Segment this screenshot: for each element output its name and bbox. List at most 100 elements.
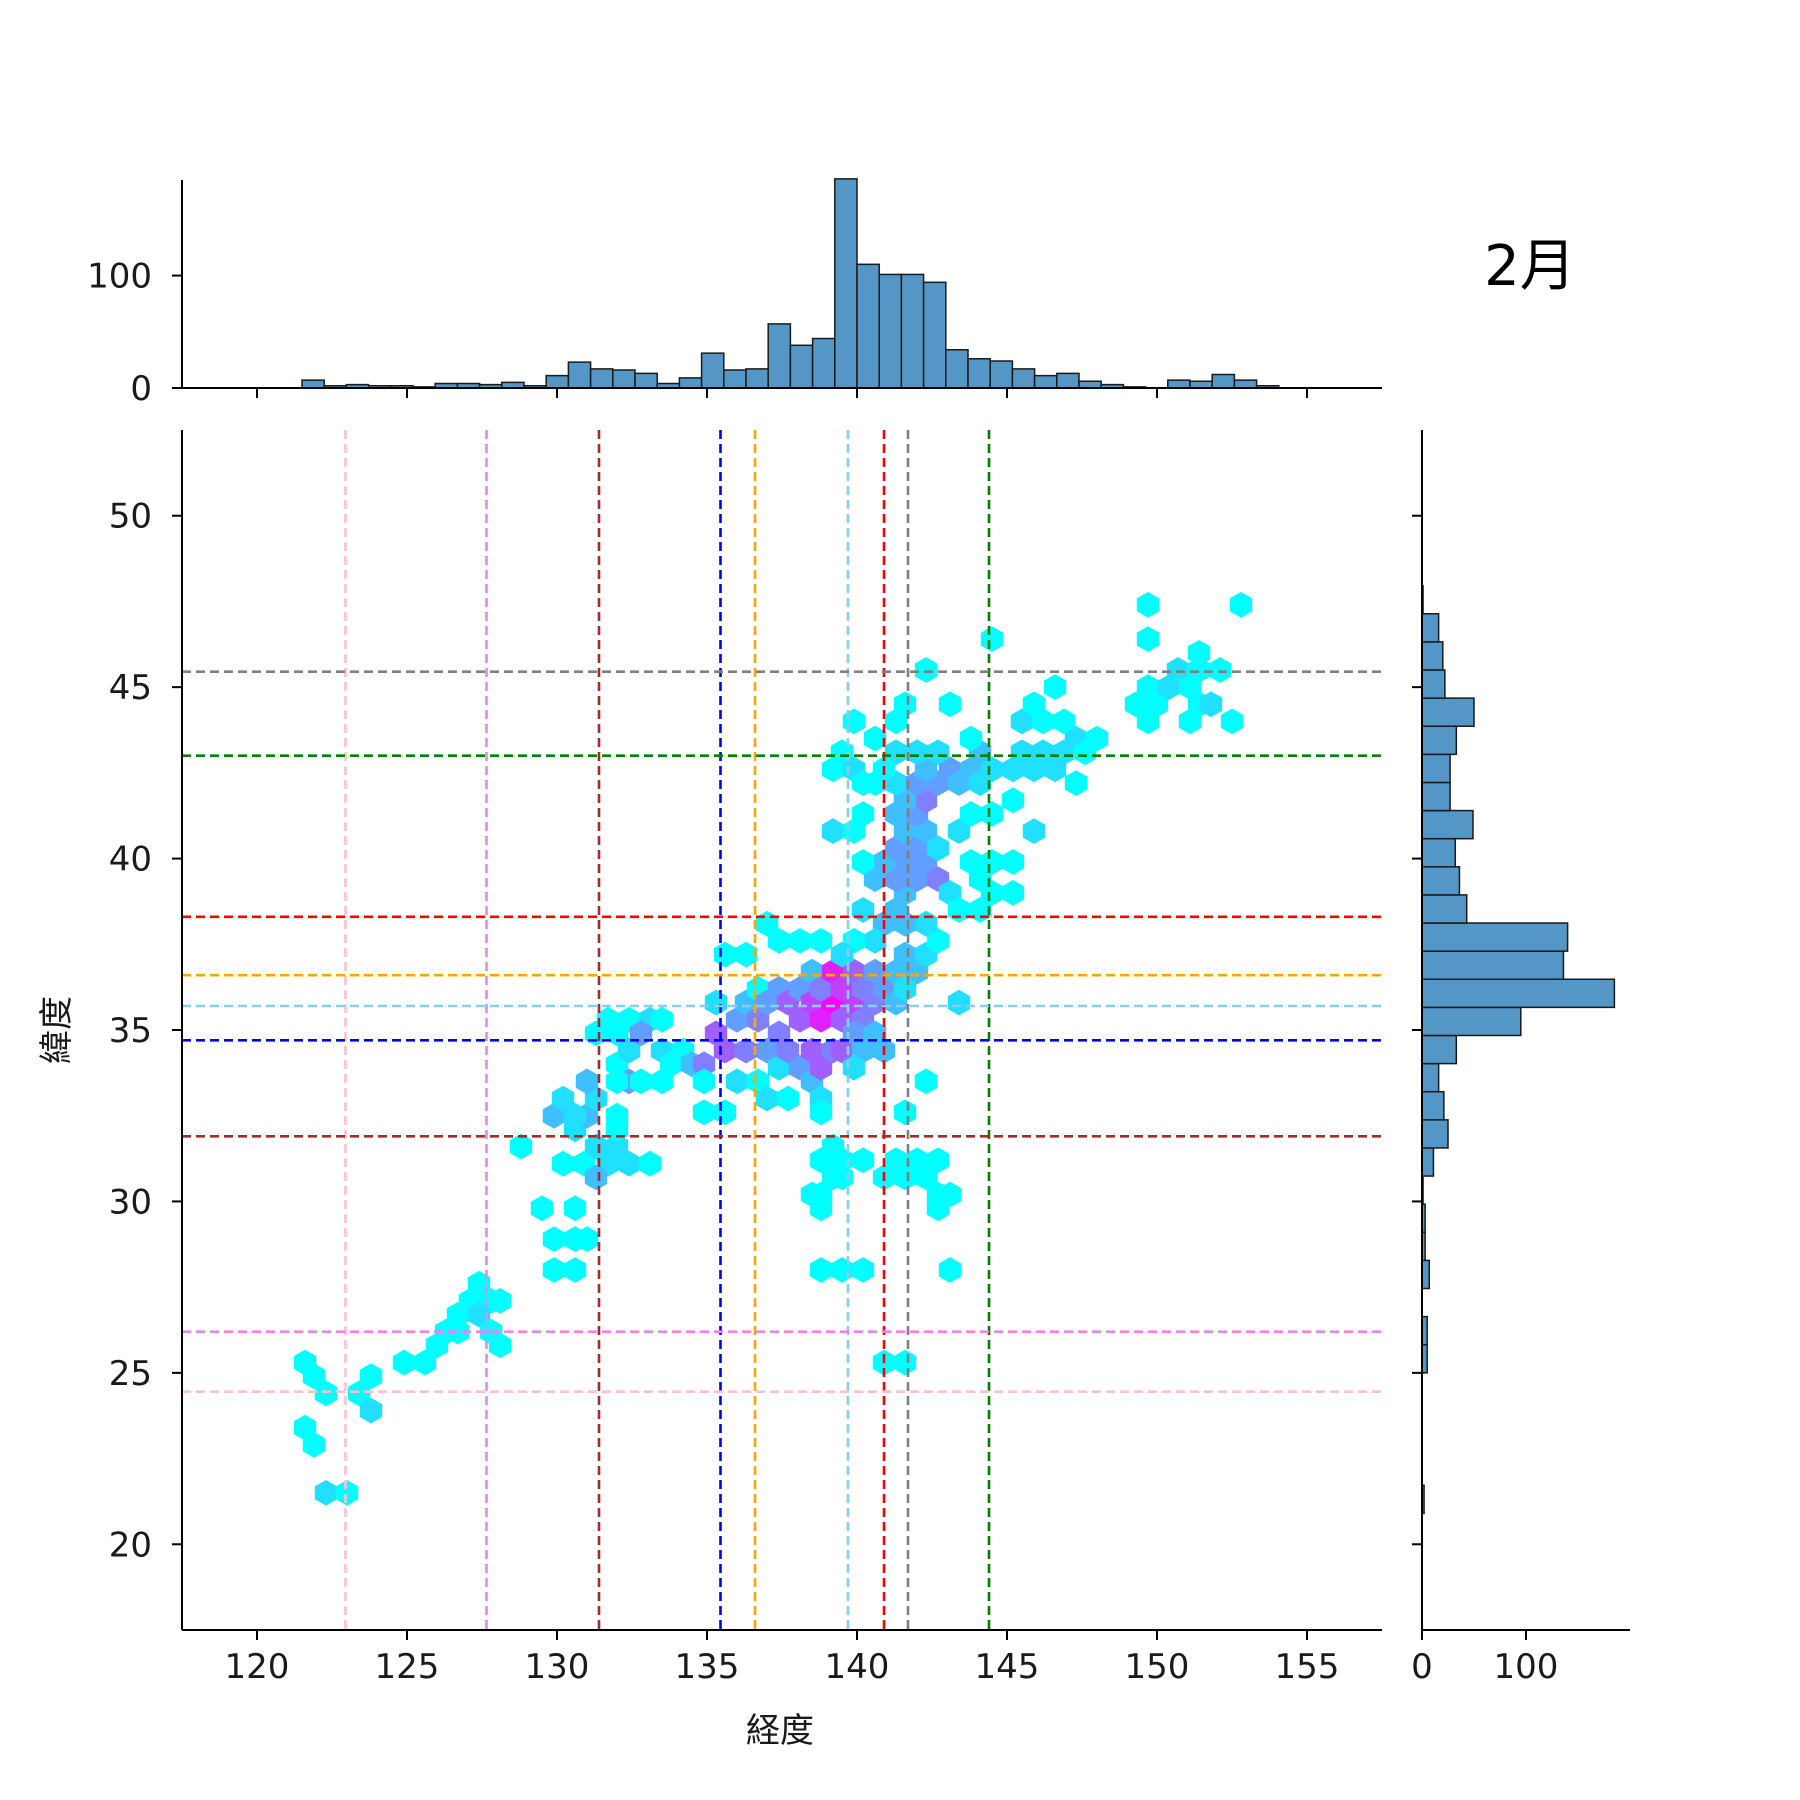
hexbin-cell xyxy=(980,626,1004,652)
hexbin-cell xyxy=(1010,739,1034,766)
hexbin-cell xyxy=(413,1349,437,1376)
right-hist-bar xyxy=(1421,1062,1440,1093)
hexbin-cell xyxy=(563,1195,587,1222)
hexbin-cell xyxy=(755,1085,779,1112)
right-hist-bar xyxy=(1421,950,1565,981)
top-hist-bar xyxy=(767,323,792,389)
hexbin-cell xyxy=(926,835,950,862)
hexbin-cell xyxy=(542,1226,566,1252)
right-hist-bar xyxy=(1421,978,1616,1009)
hexbin-cell xyxy=(830,1257,854,1283)
x-tick-label: 145 xyxy=(975,1647,1040,1687)
hexbin-cell xyxy=(605,1102,629,1129)
hexbin-cell xyxy=(1031,708,1055,735)
hexbin-cell xyxy=(851,897,875,923)
top-hist-bar xyxy=(1011,368,1036,389)
hexbin-cell xyxy=(893,941,917,968)
right-hist-bar xyxy=(1421,781,1451,812)
hexbin-cell xyxy=(809,1257,833,1283)
hexbin-cell xyxy=(830,1164,854,1191)
reference-lines xyxy=(182,430,1382,1630)
hexbin-cell xyxy=(842,708,866,735)
hexbin-cell xyxy=(713,1037,737,1064)
right-hist-tick-label: 100 xyxy=(1494,1647,1559,1687)
hexbin-cell xyxy=(617,1150,641,1177)
hexbin-cell xyxy=(692,1099,716,1126)
hexbin-cell xyxy=(959,725,983,752)
hexbin-cell xyxy=(767,928,791,954)
right-hist-bar xyxy=(1421,1090,1445,1121)
hexbin-cell xyxy=(1124,691,1148,718)
y-tick-label: 50 xyxy=(109,497,152,537)
hexbin-cell xyxy=(980,849,1004,875)
hexbin-cell xyxy=(650,1006,674,1033)
hexbin-cell xyxy=(938,691,962,718)
hexbin-cell xyxy=(959,801,983,827)
hexbin-cell xyxy=(863,958,887,985)
hexbin-cell xyxy=(575,1068,599,1095)
hexbin-cell xyxy=(734,941,758,968)
hexbin-cell xyxy=(713,1099,737,1126)
top-hist-bar xyxy=(989,360,1014,389)
hexbin-cell xyxy=(563,1102,587,1129)
hexbin-cell xyxy=(755,1037,779,1064)
top-hist-bar xyxy=(856,263,880,389)
x-tick-label: 120 xyxy=(225,1647,290,1687)
hexbin-cell xyxy=(947,989,971,1016)
top-hist-bar xyxy=(1211,373,1236,389)
hexbin-cell xyxy=(692,1068,716,1095)
hexbin-cell xyxy=(1166,657,1190,683)
right-hist-bar xyxy=(1421,1147,1435,1177)
x-axis-label: 経度 xyxy=(746,1711,814,1751)
hexbin-cell xyxy=(359,1363,383,1390)
hexbin-cell xyxy=(893,976,917,1002)
right-hist-bar xyxy=(1421,894,1468,924)
right-histogram: 0 100 xyxy=(1411,430,1630,1687)
hexbin-cell xyxy=(959,849,983,875)
hexbin-cell xyxy=(914,1164,938,1191)
hexbin-cell xyxy=(584,1133,608,1160)
main-hexbin-plot: 120 125 130 135 140 145 150 155 20 25 30 35 40 45 50 xyxy=(109,430,1382,1687)
hexbin-cell xyxy=(821,818,845,844)
hexbin-cell xyxy=(809,928,833,954)
right-hist-bar xyxy=(1421,922,1569,952)
right-hist-bar xyxy=(1421,1119,1449,1149)
hexbin-cell xyxy=(809,1195,833,1222)
hexbin-cell xyxy=(776,1085,800,1112)
hexbin-cell xyxy=(938,1257,962,1283)
hexbin-cell xyxy=(809,1006,833,1033)
hexbin-cell xyxy=(713,941,737,968)
right-hist-tick-label: 0 xyxy=(1411,1647,1433,1687)
hexbin-cell xyxy=(1010,708,1034,735)
hexbin-cell xyxy=(809,1054,833,1081)
hexbin-cell xyxy=(809,1099,833,1126)
hexbin-cell xyxy=(893,1099,917,1126)
hexbin-cell xyxy=(851,1257,875,1283)
y-tick-label: 35 xyxy=(109,1011,152,1051)
hexbin-cell xyxy=(302,1363,326,1390)
hexbin-cell xyxy=(851,849,875,875)
hexbin-cell xyxy=(692,1051,716,1078)
hexbin-cell xyxy=(1208,657,1232,683)
hexbin-cell xyxy=(1001,787,1025,814)
top-hist-bar xyxy=(301,379,325,389)
hexbin-cell xyxy=(1043,674,1067,700)
hexbin-cell xyxy=(467,1301,491,1328)
hexbin-layer xyxy=(293,592,1253,1506)
top-hist-bar xyxy=(789,344,814,389)
hexbin-cell xyxy=(914,657,938,683)
right-hist-bar xyxy=(1421,1259,1431,1290)
hexbin-cell xyxy=(1031,739,1055,766)
top-hist-bar xyxy=(1189,380,1213,389)
hexbin-cell xyxy=(1022,818,1046,844)
top-hist-tick-label: 100 xyxy=(87,257,152,297)
hexbin-cell xyxy=(884,866,908,892)
hexbin-cell xyxy=(914,1068,938,1095)
hexbin-cell xyxy=(542,1257,566,1283)
right-hist-bar xyxy=(1421,697,1475,727)
hexbin-cell xyxy=(1229,592,1253,618)
right-hist-bar xyxy=(1421,725,1458,756)
hexbin-cell xyxy=(734,1037,758,1064)
hexbin-cell xyxy=(629,1068,653,1095)
right-hist-bar xyxy=(1421,837,1457,868)
